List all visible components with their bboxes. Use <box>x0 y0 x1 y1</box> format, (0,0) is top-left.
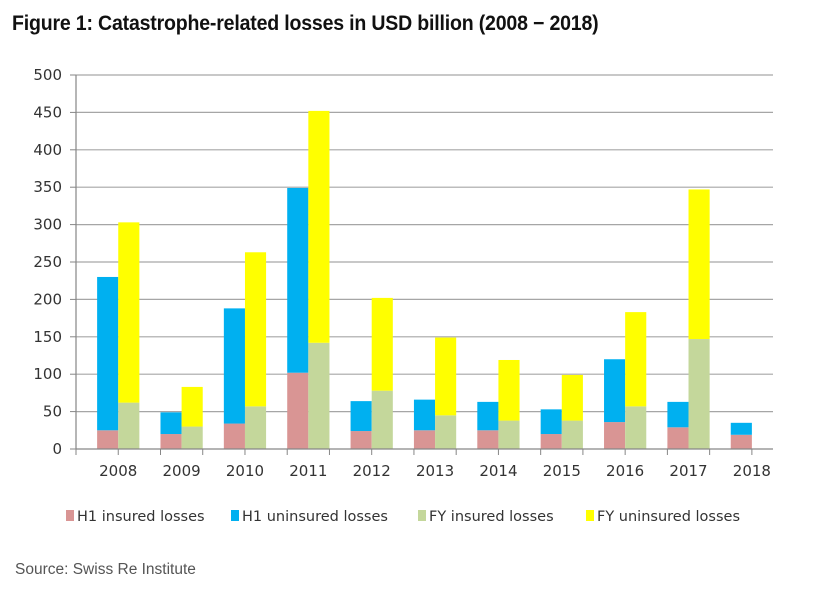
bar-fy-uninsured-losses-2011 <box>308 110 330 343</box>
bar-h1-uninsured-losses-2008 <box>97 276 119 431</box>
bar-fy-insured-losses-2015 <box>561 420 583 449</box>
x-tick-label: 2012 <box>353 462 391 480</box>
bar-h1-insured-losses-2016 <box>604 422 626 449</box>
x-tick-label: 2008 <box>99 462 137 480</box>
y-tick-label: 200 <box>33 290 62 308</box>
legend-label: FY insured losses <box>429 509 554 525</box>
bar-h1-uninsured-losses-2016 <box>604 359 626 423</box>
axes: 0 50 100 150 200 250 300 350 400 450 500 2008 2009 20… <box>33 66 773 480</box>
bar-h1-uninsured-losses-2017 <box>667 401 689 428</box>
bar-h1-insured-losses-2014 <box>477 430 499 449</box>
y-tick-label: 150 <box>33 328 62 346</box>
legend-swatch <box>418 510 426 521</box>
bar-h1-uninsured-losses-2018 <box>730 422 752 435</box>
bars <box>97 110 752 449</box>
x-tick-label: 2016 <box>606 462 644 480</box>
bar-fy-insured-losses-2012 <box>371 390 393 449</box>
legend-item: H1 insured losses <box>66 509 205 525</box>
y-tick-label: 350 <box>33 178 62 196</box>
x-tick-label: 2011 <box>289 462 327 480</box>
y-tick-label: 0 <box>52 440 62 458</box>
bar-h1-uninsured-losses-2013 <box>413 399 436 431</box>
bar-fy-uninsured-losses-2015 <box>561 374 583 421</box>
legend-item: FY uninsured losses <box>586 509 740 525</box>
legend-item: H1 uninsured losses <box>231 509 388 525</box>
bar-fy-uninsured-losses-2012 <box>371 297 393 391</box>
legend-label: H1 insured losses <box>77 509 205 525</box>
bar-fy-insured-losses-2010 <box>244 406 267 449</box>
bar-h1-uninsured-losses-2012 <box>350 401 372 432</box>
bar-h1-insured-losses-2011 <box>287 372 309 449</box>
y-tick-label: 400 <box>33 141 62 159</box>
legend-swatch <box>66 510 74 521</box>
bar-h1-uninsured-losses-2009 <box>160 412 182 435</box>
y-tick-label: 500 <box>33 66 62 84</box>
bar-fy-uninsured-losses-2016 <box>625 312 647 407</box>
bar-h1-insured-losses-2009 <box>160 434 182 449</box>
bar-h1-insured-losses-2013 <box>413 430 436 449</box>
bar-fy-insured-losses-2011 <box>308 342 330 449</box>
bar-h1-uninsured-losses-2010 <box>223 308 245 424</box>
y-tick-label: 250 <box>33 253 62 271</box>
bar-fy-uninsured-losses-2017 <box>688 189 710 340</box>
x-tick-label: 2015 <box>543 462 581 480</box>
y-tick-label: 300 <box>33 216 62 234</box>
gridlines <box>76 74 773 413</box>
bar-fy-uninsured-losses-2010 <box>244 252 267 407</box>
bar-h1-insured-losses-2008 <box>97 430 119 449</box>
bar-h1-uninsured-losses-2015 <box>540 409 562 435</box>
bar-fy-insured-losses-2013 <box>435 415 457 449</box>
bar-h1-insured-losses-2017 <box>667 427 689 449</box>
x-tick-label: 2014 <box>479 462 517 480</box>
source-note: Source: Swiss Re Institute <box>15 561 196 578</box>
bar-h1-insured-losses-2015 <box>540 434 562 449</box>
bar-fy-uninsured-losses-2013 <box>435 337 457 416</box>
bar-h1-uninsured-losses-2011 <box>287 187 309 373</box>
legend-swatch <box>231 510 239 521</box>
bar-h1-insured-losses-2010 <box>223 423 245 449</box>
legend: H1 insured losses H1 uninsured losses FY i… <box>66 509 740 525</box>
bar-fy-insured-losses-2017 <box>688 339 710 449</box>
legend-label: FY uninsured losses <box>597 509 740 525</box>
bar-fy-uninsured-losses-2014 <box>498 359 520 421</box>
x-tick-label: 2009 <box>163 462 201 480</box>
y-tick-label: 450 <box>33 103 62 121</box>
legend-swatch <box>586 510 594 521</box>
bar-h1-insured-losses-2012 <box>350 431 372 449</box>
x-tick-label: 2017 <box>669 462 707 480</box>
bar-h1-insured-losses-2018 <box>730 434 752 449</box>
bar-fy-uninsured-losses-2009 <box>181 386 203 427</box>
x-tick-label: 2013 <box>416 462 454 480</box>
legend-label: H1 uninsured losses <box>242 509 388 525</box>
bar-fy-insured-losses-2008 <box>118 402 140 449</box>
y-tick-label: 100 <box>33 365 62 383</box>
bar-fy-insured-losses-2014 <box>498 420 520 449</box>
bar-h1-uninsured-losses-2014 <box>477 401 499 431</box>
bar-fy-insured-losses-2009 <box>181 426 203 449</box>
bar-fy-insured-losses-2016 <box>625 406 647 449</box>
y-tick-label: 50 <box>43 403 62 421</box>
bar-fy-uninsured-losses-2008 <box>118 222 140 403</box>
chart-title: Figure 1: Catastrophe-related losses in … <box>12 12 599 35</box>
x-tick-label: 2018 <box>733 462 771 480</box>
legend-item: FY insured losses <box>418 509 554 525</box>
x-tick-label: 2010 <box>226 462 264 480</box>
